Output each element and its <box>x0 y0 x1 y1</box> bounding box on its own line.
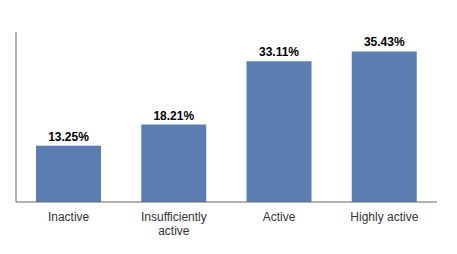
svg-text:18.21%: 18.21% <box>153 109 194 123</box>
svg-text:Insufficientlyactive: Insufficientlyactive <box>141 210 207 238</box>
svg-text:Highly active: Highly active <box>350 210 418 224</box>
svg-text:Active: Active <box>263 210 296 224</box>
svg-text:13.25%: 13.25% <box>48 130 89 144</box>
svg-text:35.43%: 35.43% <box>364 35 405 49</box>
svg-text:Inactive: Inactive <box>48 210 90 224</box>
svg-text:33.11%: 33.11% <box>259 45 299 59</box>
